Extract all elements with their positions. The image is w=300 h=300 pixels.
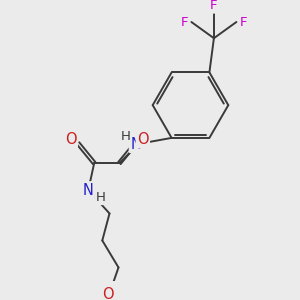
Text: F: F	[210, 0, 218, 12]
Text: F: F	[240, 16, 247, 28]
Text: N: N	[82, 183, 93, 198]
Text: H: H	[121, 130, 130, 142]
Text: H: H	[96, 191, 105, 204]
Text: O: O	[102, 287, 113, 300]
Text: F: F	[181, 16, 188, 28]
Text: N: N	[130, 137, 141, 152]
Text: O: O	[65, 132, 76, 147]
Text: O: O	[137, 132, 148, 147]
